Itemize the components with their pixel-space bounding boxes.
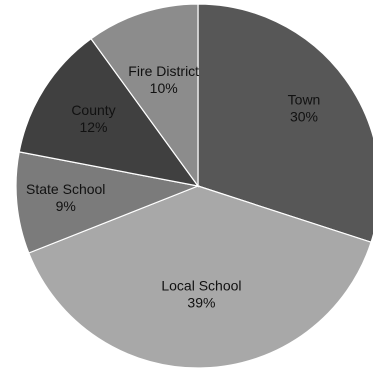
slice-label-county: County <box>71 102 115 118</box>
slice-value-state-school: 9% <box>56 198 76 214</box>
slice-value-town: 30% <box>290 108 318 124</box>
slice-label-town: Town <box>288 91 321 107</box>
pie-slice-town <box>197 3 373 243</box>
slice-label-state-school: State School <box>26 181 105 197</box>
pie-slice-county <box>18 37 200 187</box>
pie-slice-state-school <box>15 151 201 254</box>
slice-label-fire-district: Fire District <box>128 63 199 79</box>
slices-layer <box>15 3 373 369</box>
slice-value-local-school: 39% <box>187 295 215 311</box>
pie-slice-fire-district <box>90 3 199 188</box>
slice-value-fire-district: 10% <box>150 80 178 96</box>
slice-value-county: 12% <box>79 119 107 135</box>
pie-slice-local-school <box>28 185 372 369</box>
slice-label-local-school: Local School <box>161 278 241 294</box>
